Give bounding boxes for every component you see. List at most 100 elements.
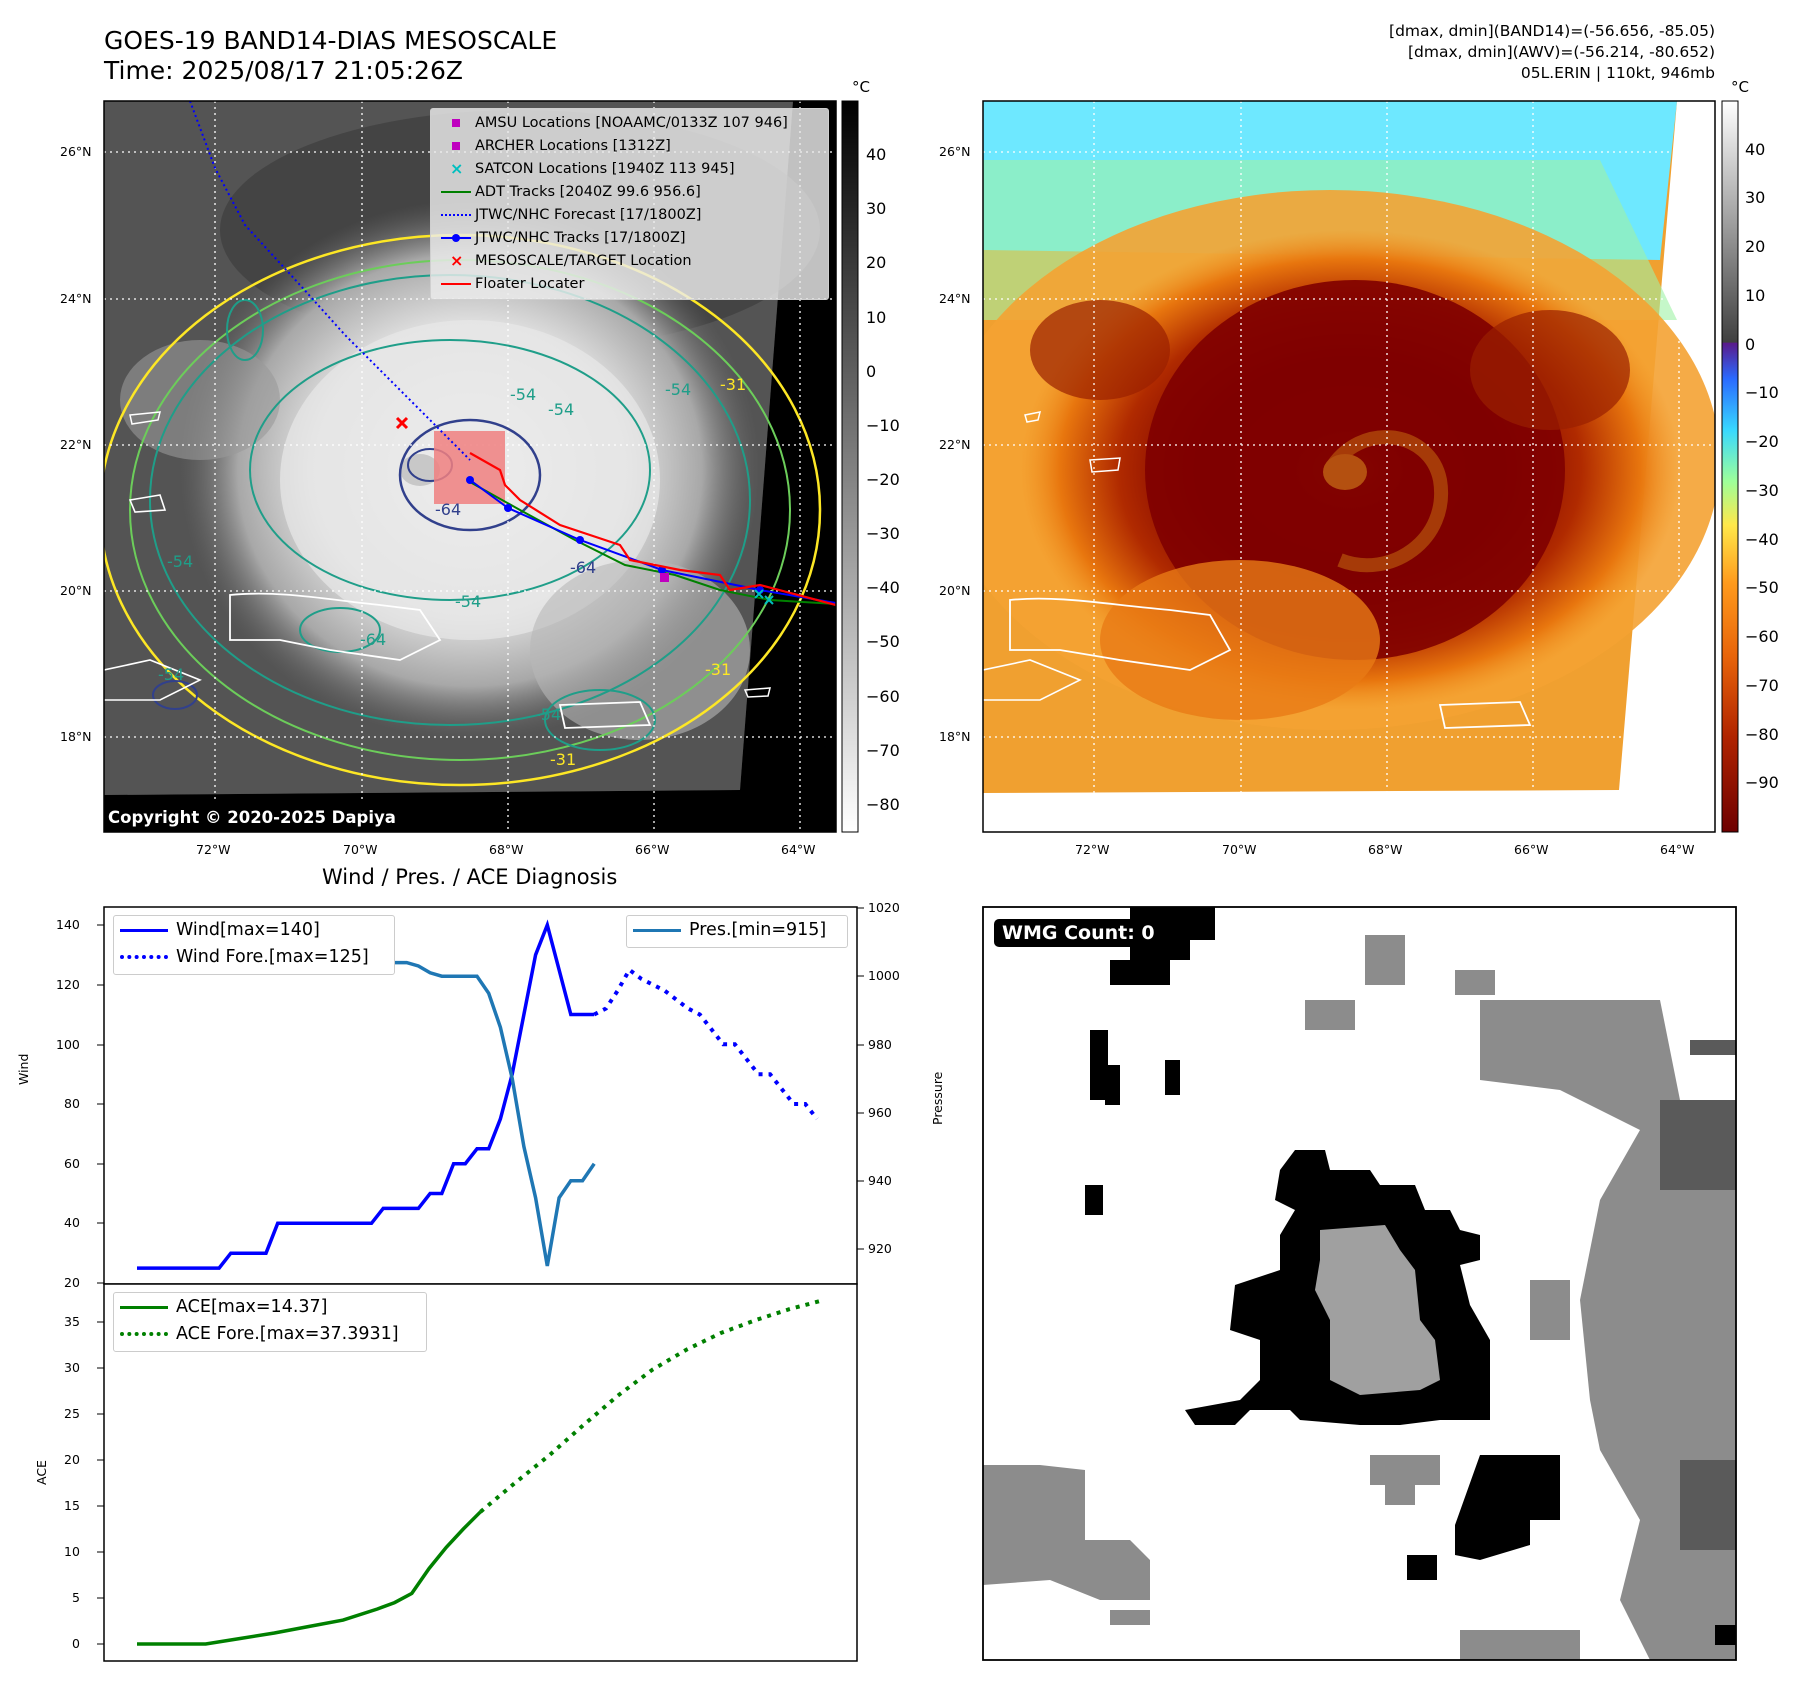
contour-label: -54 bbox=[548, 400, 575, 419]
color-colorbar-tick: 40 bbox=[1745, 139, 1766, 159]
lat-label: 26°N bbox=[60, 144, 92, 159]
pres-tick: 960 bbox=[868, 1105, 892, 1120]
legend-floater: Floater Locater bbox=[435, 273, 584, 295]
contour-label: -54 bbox=[158, 665, 185, 684]
gray-colorbar-tick: 10 bbox=[866, 307, 887, 327]
color-colorbar-tick: 10 bbox=[1745, 285, 1766, 305]
pres-tick: 920 bbox=[868, 1241, 892, 1256]
color-colorbar-tick: −20 bbox=[1745, 432, 1779, 452]
floater-locater-track bbox=[469, 452, 836, 607]
pres-tick: 940 bbox=[868, 1173, 892, 1188]
lon-label: 68°W bbox=[1368, 842, 1403, 857]
jtwc-track bbox=[469, 479, 836, 604]
figure-time: Time: 2025/08/17 21:05:26Z bbox=[104, 56, 463, 85]
x-marker-red-icon: × bbox=[450, 251, 464, 270]
pres-axis-ticks bbox=[857, 907, 864, 1250]
diagnosis-title: Wind / Pres. / ACE Diagnosis bbox=[322, 865, 618, 889]
contour-label: -64 bbox=[360, 630, 387, 649]
solid-line-blue-icon bbox=[120, 920, 168, 940]
ace-tick: 5 bbox=[72, 1590, 80, 1605]
gray-colorbar-tick: −70 bbox=[866, 740, 900, 760]
gray-colorbar bbox=[841, 100, 859, 833]
contour-label: -54 bbox=[510, 385, 537, 404]
color-colorbar-tick: −60 bbox=[1745, 627, 1779, 647]
floater-box bbox=[434, 431, 505, 504]
wind-forecast-series-line bbox=[593, 966, 819, 1121]
color-colorbar-tick: −50 bbox=[1745, 578, 1779, 598]
color-colorbar-tick: −10 bbox=[1745, 383, 1779, 403]
wmg-panel bbox=[982, 906, 1737, 1661]
color-colorbar-tick: 20 bbox=[1745, 237, 1766, 257]
legend-mesoscale: × MESOSCALE/TARGET Location bbox=[435, 250, 692, 272]
ace-tick: 35 bbox=[64, 1314, 80, 1329]
lat-label: 18°N bbox=[60, 729, 92, 744]
legend-archer: ARCHER Locations [1312Z] bbox=[435, 135, 671, 157]
ace-tick: 0 bbox=[72, 1636, 80, 1651]
gray-colorbar-tick: 30 bbox=[866, 199, 887, 219]
wind-series-line bbox=[137, 919, 595, 1270]
wind-legend: Wind[max=140] Wind Fore.[max=125] bbox=[113, 915, 395, 975]
ace-series-layer bbox=[137, 1298, 825, 1646]
color-colorbar bbox=[1721, 100, 1739, 833]
color-colorbar-tick: 30 bbox=[1745, 188, 1766, 208]
jtwc-forecast-track bbox=[189, 101, 471, 461]
lon-label: 72°W bbox=[196, 842, 231, 857]
contour-label: -64 bbox=[435, 500, 462, 519]
ace-legend: ACE[max=14.37] ACE Fore.[max=37.3931] bbox=[113, 1292, 427, 1352]
contour-navy-core bbox=[398, 418, 542, 532]
gray-colorbar-tick: 40 bbox=[866, 145, 887, 165]
lon-label: 72°W bbox=[1075, 842, 1110, 857]
lon-label: 64°W bbox=[781, 842, 816, 857]
legend-satcon: × SATCON Locations [1940Z 113 945] bbox=[435, 158, 734, 180]
legend-jtwc: JTWC/NHC Tracks [17/1800Z] bbox=[435, 227, 686, 249]
contour-label: -31 bbox=[705, 660, 732, 679]
color-colorbar-tick: −30 bbox=[1745, 480, 1779, 500]
wind-tick: 60 bbox=[64, 1156, 80, 1171]
lon-label: 70°W bbox=[343, 842, 378, 857]
wind-axis-label: Wind bbox=[16, 1053, 31, 1085]
ace-tick: 10 bbox=[64, 1544, 80, 1559]
wind-tick: 120 bbox=[56, 977, 80, 992]
square-marker-magenta-icon bbox=[435, 112, 475, 134]
gray-colorbar-tick: 20 bbox=[866, 253, 887, 273]
map-legend: AMSU Locations [NOAAMC/0133Z 107 946] AR… bbox=[430, 108, 829, 300]
ace-tick: 25 bbox=[64, 1406, 80, 1421]
coastline-hispaniola-right bbox=[1009, 597, 1232, 671]
ace-axis-label: ACE bbox=[34, 1460, 49, 1485]
gray-colorbar-tick: −60 bbox=[866, 686, 900, 706]
wind-series-layer bbox=[137, 919, 819, 1270]
legend-adt: ADT Tracks [2040Z 99.6 956.6] bbox=[435, 181, 701, 203]
ace-fore-legend-item: ACE Fore.[max=37.3931] bbox=[114, 1320, 426, 1347]
coastline-puerto-rico-right bbox=[1438, 701, 1532, 729]
info-awv-range: [dmax, dmin](AWV)=(-56.214, -80.652) bbox=[1408, 43, 1715, 61]
coastline-puerto-rico bbox=[558, 701, 652, 729]
info-band14-range: [dmax, dmin](BAND14)=(-56.656, -85.05) bbox=[1389, 22, 1715, 40]
lon-label: 64°W bbox=[1660, 842, 1695, 857]
lon-label: 70°W bbox=[1222, 842, 1257, 857]
copyright-text: Copyright © 2020-2025 Dapiya bbox=[108, 808, 396, 827]
wind-tick: 80 bbox=[64, 1096, 80, 1111]
gray-colorbar-unit: °C bbox=[852, 78, 870, 96]
color-colorbar-tick: −80 bbox=[1745, 724, 1779, 744]
dotted-line-blue-icon bbox=[435, 204, 475, 226]
gray-colorbar-tick: −10 bbox=[866, 415, 900, 435]
legend-amsu: AMSU Locations [NOAAMC/0133Z 107 946] bbox=[435, 112, 788, 134]
pres-legend: Pres.[min=915] bbox=[626, 915, 848, 948]
color-colorbar-tick: −90 bbox=[1745, 773, 1779, 793]
dotted-line-green-icon bbox=[120, 1324, 168, 1344]
contour-label: -31 bbox=[550, 750, 577, 769]
pres-axis-label: Pressure bbox=[930, 1071, 945, 1125]
contour-label: -54 bbox=[665, 380, 692, 399]
mesoscale-target-marker bbox=[395, 416, 409, 430]
amsu-marker bbox=[660, 573, 669, 582]
solid-line-red-icon bbox=[435, 273, 475, 295]
wind-axis-ticks bbox=[97, 924, 104, 1284]
contour-label: -64 bbox=[570, 558, 597, 577]
pres-tick: 1020 bbox=[868, 900, 900, 915]
solid-line-green-icon bbox=[120, 1297, 168, 1317]
lat-label: 22°N bbox=[60, 437, 92, 452]
adt-track bbox=[469, 481, 836, 605]
lat-label: 24°N bbox=[60, 291, 92, 306]
contour-label: -54 bbox=[535, 705, 562, 724]
lat-label: 18°N bbox=[939, 729, 971, 744]
